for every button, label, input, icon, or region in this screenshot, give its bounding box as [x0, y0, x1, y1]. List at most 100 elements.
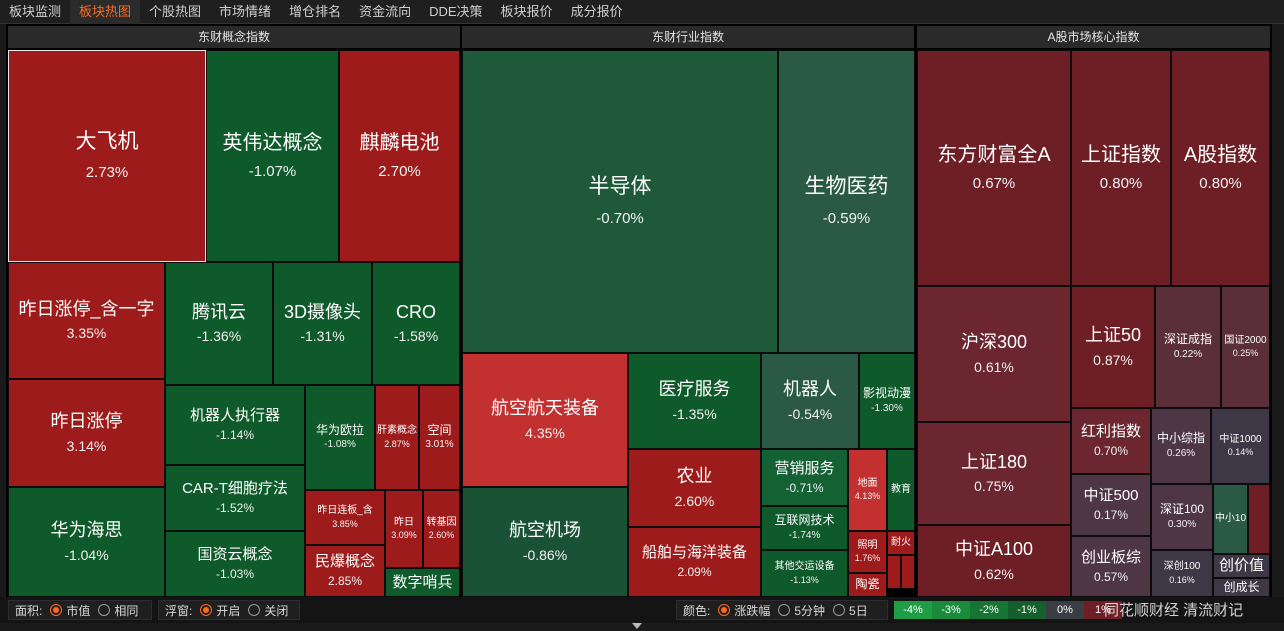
tile-hljs[interactable]: 互联网技术 -1.74%: [761, 506, 848, 550]
tile-bdt[interactable]: 半导体 -0.70%: [462, 50, 778, 353]
tab-stock-heatmap[interactable]: 个股热图: [149, 4, 202, 19]
tile-zrlb[interactable]: 昨日连板_含 3.85%: [305, 490, 385, 545]
area-mode-control: 面积: 市值 相同: [8, 600, 152, 620]
tile-gz2000[interactable]: 国证2000 0.25%: [1221, 286, 1270, 408]
tile-ylfw[interactable]: 医疗服务 -1.35%: [628, 353, 761, 449]
tile-small-3[interactable]: [1248, 484, 1270, 554]
tile-hlzs[interactable]: 红利指数 0.70%: [1071, 408, 1151, 474]
tile-name: 半导体: [588, 175, 652, 199]
tab-position-ranking[interactable]: 增仓排名: [289, 4, 342, 19]
tile-txy[interactable]: 腾讯云 -1.36%: [165, 262, 273, 385]
tile-ysdm[interactable]: 影视动漫 -1.30%: [859, 353, 915, 449]
radio-color-change[interactable]: [718, 604, 731, 616]
tile-cjz[interactable]: 创价值: [1213, 554, 1270, 578]
tab-dde-decision[interactable]: DDE决策: [429, 4, 483, 19]
tile-small-1[interactable]: [887, 555, 901, 589]
tile-szcz[interactable]: 深证成指 0.22%: [1155, 286, 1221, 408]
tile-3d[interactable]: 3D摄像头 -1.31%: [273, 262, 372, 385]
radio-float-on-label[interactable]: 开启: [216, 603, 241, 618]
tile-hkjc[interactable]: 航空机场 -0.86%: [462, 487, 628, 597]
tile-zz500[interactable]: 中证500 0.17%: [1071, 474, 1151, 536]
tile-cro[interactable]: CRO -1.58%: [372, 262, 460, 385]
tab-market-sentiment[interactable]: 市场情绪: [219, 4, 272, 19]
tile-gzy[interactable]: 国资云概念 -1.03%: [165, 531, 305, 597]
tile-mbgn[interactable]: 民爆概念 2.85%: [305, 545, 385, 597]
tile-change: 0.16%: [1169, 574, 1195, 585]
tile-zx10[interactable]: 中小10: [1213, 484, 1248, 554]
tile-zm[interactable]: 照明 1.76%: [848, 531, 887, 573]
tile-name: 3D摄像头: [283, 301, 361, 322]
tile-name: 昨日: [394, 516, 414, 528]
tile-change: 3.14%: [66, 437, 107, 454]
tile-cybz[interactable]: 创业板综 0.57%: [1071, 536, 1151, 597]
tile-change: 3.01%: [425, 439, 454, 451]
tile-tc[interactable]: 陶瓷: [848, 573, 887, 597]
tile-hwhs[interactable]: 华为海思 -1.04%: [8, 487, 165, 597]
tile-qilin[interactable]: 麒麟电池 2.70%: [339, 50, 460, 262]
tile-sc100[interactable]: 深创100 0.16%: [1151, 550, 1213, 597]
tile-szzs[interactable]: 上证指数 0.80%: [1071, 50, 1171, 286]
tab-component-quote[interactable]: 成分报价: [570, 4, 623, 19]
tile-sz180[interactable]: 上证180 0.75%: [917, 422, 1071, 525]
radio-area-marketcap[interactable]: [50, 604, 63, 616]
radio-color-change-label[interactable]: 涨跌幅: [734, 603, 771, 618]
tile-hwol[interactable]: 华为欧拉 -1.08%: [305, 385, 375, 490]
tile-yingweida[interactable]: 英伟达概念 -1.07%: [206, 50, 339, 262]
tile-name: 创价值: [1218, 557, 1264, 575]
tile-dafeiji[interactable]: 大飞机 2.73%: [8, 50, 206, 262]
tile-cyz[interactable]: 创成长: [1213, 578, 1270, 597]
chevron-down-icon[interactable]: [632, 623, 642, 629]
tile-change: -0.70%: [596, 209, 644, 227]
tile-dm[interactable]: 地面 4.13%: [848, 449, 887, 531]
tile-cart[interactable]: CAR-T细胞疗法 -1.52%: [165, 465, 305, 531]
tile-agzs[interactable]: A股指数 0.80%: [1171, 50, 1270, 286]
tile-name: 机器人: [783, 379, 837, 400]
tile-zrzt-yzz[interactable]: 昨日涨停_含一字 3.35%: [8, 262, 165, 379]
tile-zxzz[interactable]: 中小综指 0.26%: [1151, 408, 1211, 484]
tile-sz50[interactable]: 上证50 0.87%: [1071, 286, 1155, 408]
tile-gsgn[interactable]: 肝素概念 2.87%: [375, 385, 419, 490]
tab-sector-heatmap[interactable]: 板块热图: [70, 0, 141, 24]
tile-name: 中证1000: [1219, 433, 1262, 445]
tile-hs300[interactable]: 沪深300 0.61%: [917, 286, 1071, 422]
tile-nh[interactable]: 耐火: [887, 531, 915, 555]
tile-zzA100[interactable]: 中证A100 0.62%: [917, 525, 1071, 597]
radio-area-equal[interactable]: [98, 604, 111, 616]
legend-swatch: -4%: [894, 601, 932, 619]
tile-zz1000[interactable]: 中证1000 0.14%: [1211, 408, 1270, 484]
tile-jqr[interactable]: 机器人 -0.54%: [761, 353, 859, 449]
tile-hkht[interactable]: 航空航天装备 4.35%: [462, 353, 628, 487]
radio-area-marketcap-label[interactable]: 市值: [66, 603, 91, 618]
radio-color-5min-label[interactable]: 5分钟: [794, 603, 826, 618]
tile-jqrzxq[interactable]: 机器人执行器 -1.14%: [165, 385, 305, 465]
tile-ny[interactable]: 农业 2.60%: [628, 449, 761, 527]
tile-qtjt[interactable]: 其他交运设备 -1.13%: [761, 550, 848, 597]
tile-jy[interactable]: 教育: [887, 449, 915, 531]
tile-zjy[interactable]: 转基因 2.60%: [423, 490, 460, 568]
radio-float-on[interactable]: [200, 604, 213, 616]
tile-cbhy[interactable]: 船舶与海洋装备 2.09%: [628, 527, 761, 597]
radio-color-5min[interactable]: [778, 604, 791, 616]
tile-swyy[interactable]: 生物医药 -0.59%: [778, 50, 915, 353]
radio-area-equal-label[interactable]: 相同: [114, 603, 139, 618]
tile-sz100[interactable]: 深证100 0.30%: [1151, 484, 1213, 550]
tile-zrzt[interactable]: 昨日涨停 3.14%: [8, 379, 165, 487]
radio-color-5day-label[interactable]: 5日: [849, 603, 868, 618]
tab-sector-quote[interactable]: 板块报价: [500, 4, 553, 19]
tab-capital-flow[interactable]: 资金流向: [359, 4, 412, 19]
tile-dfcf[interactable]: 东方财富全A 0.67%: [917, 50, 1071, 286]
tile-change: 0.26%: [1166, 447, 1196, 459]
radio-color-5day[interactable]: [833, 604, 846, 616]
radio-float-off[interactable]: [248, 604, 261, 616]
tab-sector-monitor[interactable]: 板块监测: [9, 4, 62, 19]
tile-small-2[interactable]: [901, 555, 915, 589]
tile-change: -1.36%: [196, 328, 242, 345]
tile-kj[interactable]: 空间 3.01%: [419, 385, 460, 490]
tile-yxfw[interactable]: 营销服务 -0.71%: [761, 449, 848, 506]
tile-change: -1.31%: [300, 328, 345, 345]
tile-szsb[interactable]: 数字哨兵: [385, 568, 460, 597]
tile-zr2[interactable]: 昨日 3.09%: [385, 490, 423, 568]
radio-float-off-label[interactable]: 关闭: [264, 603, 289, 618]
tile-change: -1.14%: [215, 428, 255, 443]
tile-name: 照明: [857, 539, 878, 551]
